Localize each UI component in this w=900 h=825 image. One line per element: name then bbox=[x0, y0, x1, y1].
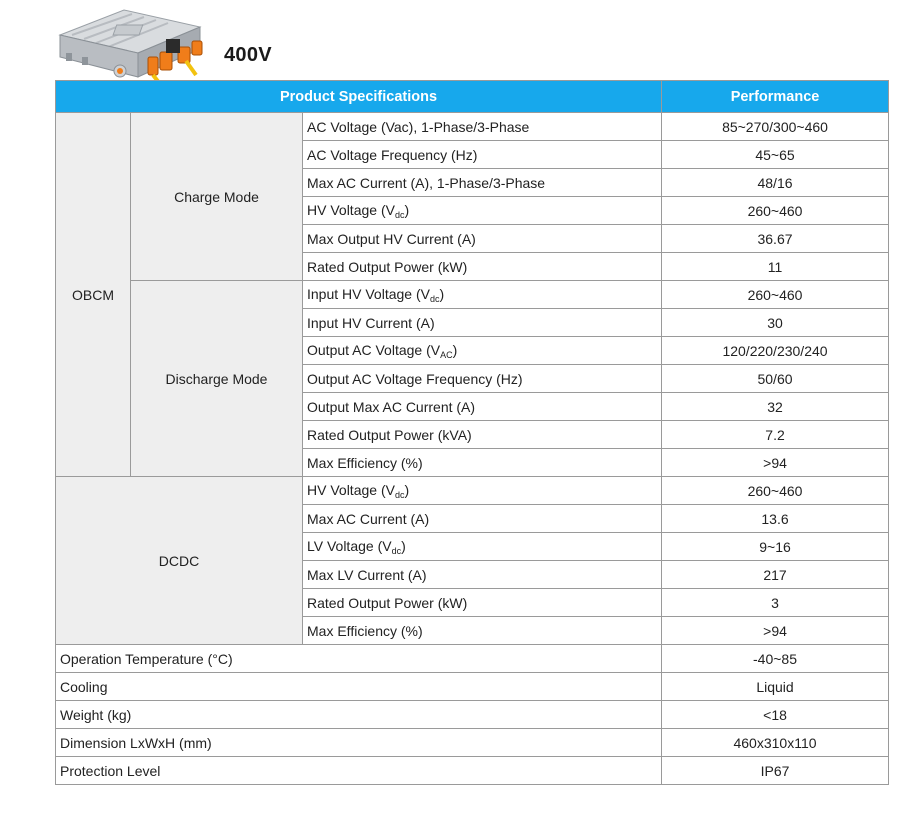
table-row: Output AC Voltage Frequency (Hz) 50/60 bbox=[56, 364, 890, 393]
table-row: DCDC HV Voltage (Vdc) 260~460 bbox=[55, 476, 890, 645]
value-cell: IP67 bbox=[661, 756, 890, 785]
param-cell: Max Efficiency (%) bbox=[301, 616, 663, 645]
value-cell: 9~16 bbox=[661, 532, 890, 561]
param-cell: Max LV Current (A) bbox=[301, 560, 663, 589]
product-image bbox=[58, 9, 203, 91]
value-cell: 3 bbox=[661, 588, 890, 617]
table-row: Max Efficiency (%) >94 bbox=[56, 616, 890, 645]
param-cell: Max Efficiency (%) bbox=[301, 448, 663, 477]
param-cell: Max AC Current (A), 1-Phase/3-Phase bbox=[301, 168, 663, 197]
param-cell: AC Voltage (Vac), 1-Phase/3-Phase bbox=[301, 112, 663, 141]
table-row: Max AC Current (A) 13.6 bbox=[56, 504, 890, 533]
table-row: Rated Output Power (kW) 3 bbox=[56, 588, 890, 617]
table-row: Max Output HV Current (A) 36.67 bbox=[56, 224, 890, 253]
value-cell: >94 bbox=[661, 448, 890, 477]
table-row: Max Efficiency (%) >94 bbox=[56, 448, 890, 477]
table-row: OBCM Charge Mode AC Voltage (Vac), 1-Pha… bbox=[55, 112, 890, 477]
table-row: Dimension LxWxH (mm) 460x310x110 bbox=[54, 728, 890, 757]
value-cell: 260~460 bbox=[661, 280, 890, 309]
value-cell: 32 bbox=[661, 392, 890, 421]
value-cell: 45~65 bbox=[661, 140, 890, 169]
table-row: Max LV Current (A) 217 bbox=[56, 560, 890, 589]
table-header-row: Product Specifications Performance bbox=[54, 80, 890, 113]
value-cell: 460x310x110 bbox=[661, 728, 890, 757]
table-row: Output Max AC Current (A) 32 bbox=[56, 392, 890, 421]
table-row: Operation Temperature (°C) -40~85 bbox=[54, 644, 890, 673]
subgroup-discharge-mode: Discharge Mode bbox=[130, 280, 303, 477]
param-cell: Output AC Voltage (VAC) bbox=[301, 336, 663, 365]
param-cell: HV Voltage (Vdc) bbox=[301, 476, 663, 505]
param-cell: Output Max AC Current (A) bbox=[301, 392, 663, 421]
value-cell: -40~85 bbox=[661, 644, 890, 673]
table-row: Rated Output Power (kVA) 7.2 bbox=[56, 420, 890, 449]
value-cell: 36.67 bbox=[661, 224, 890, 253]
table-row: Output AC Voltage (VAC) 120/220/230/240 bbox=[56, 336, 890, 365]
param-cell: Cooling bbox=[54, 672, 663, 701]
subgroup-charge-mode: Charge Mode bbox=[130, 112, 303, 281]
table-row: LV Voltage (Vdc) 9~16 bbox=[56, 532, 890, 561]
performance-column-header: Performance bbox=[661, 80, 890, 113]
param-cell: Output AC Voltage Frequency (Hz) bbox=[301, 364, 663, 393]
value-cell: 217 bbox=[661, 560, 890, 589]
param-cell: Protection Level bbox=[54, 756, 663, 785]
value-cell: 260~460 bbox=[661, 476, 890, 505]
value-cell: 7.2 bbox=[661, 420, 890, 449]
param-cell: LV Voltage (Vdc) bbox=[301, 532, 663, 561]
param-cell: AC Voltage Frequency (Hz) bbox=[301, 140, 663, 169]
value-cell: >94 bbox=[661, 616, 890, 645]
value-cell: Liquid bbox=[661, 672, 890, 701]
table-row: Cooling Liquid bbox=[54, 672, 890, 701]
value-cell: 260~460 bbox=[661, 196, 890, 225]
table-row: Weight (kg) <18 bbox=[54, 700, 890, 729]
spec-table: Product Specifications Performance OBCM … bbox=[54, 80, 890, 785]
param-cell: Operation Temperature (°C) bbox=[54, 644, 663, 673]
param-cell: Max Output HV Current (A) bbox=[301, 224, 663, 253]
param-cell: Rated Output Power (kVA) bbox=[301, 420, 663, 449]
value-cell: <18 bbox=[661, 700, 890, 729]
param-cell: Weight (kg) bbox=[54, 700, 663, 729]
table-row: Discharge Mode Input HV Voltage (Vdc) 26… bbox=[56, 280, 890, 477]
value-cell: 13.6 bbox=[661, 504, 890, 533]
spec-column-header: Product Specifications bbox=[54, 80, 663, 113]
value-cell: 48/16 bbox=[661, 168, 890, 197]
value-cell: 85~270/300~460 bbox=[661, 112, 890, 141]
value-cell: 30 bbox=[661, 308, 890, 337]
table-row: Input HV Current (A) 30 bbox=[56, 308, 890, 337]
value-cell: 11 bbox=[661, 252, 890, 281]
table-row: Protection Level IP67 bbox=[54, 756, 890, 785]
param-cell: Max AC Current (A) bbox=[301, 504, 663, 533]
value-cell: 120/220/230/240 bbox=[661, 336, 890, 365]
value-cell: 50/60 bbox=[661, 364, 890, 393]
param-cell: Input HV Current (A) bbox=[301, 308, 663, 337]
group-dcdc: DCDC bbox=[55, 476, 303, 645]
table-row: Max AC Current (A), 1-Phase/3-Phase 48/1… bbox=[56, 168, 890, 197]
param-cell: HV Voltage (Vdc) bbox=[301, 196, 663, 225]
group-obcm: OBCM bbox=[55, 112, 131, 477]
param-cell: Rated Output Power (kW) bbox=[301, 588, 663, 617]
param-cell: Input HV Voltage (Vdc) bbox=[301, 280, 663, 309]
param-cell: Rated Output Power (kW) bbox=[301, 252, 663, 281]
page-title: 400V bbox=[224, 44, 272, 66]
param-cell: Dimension LxWxH (mm) bbox=[54, 728, 663, 757]
